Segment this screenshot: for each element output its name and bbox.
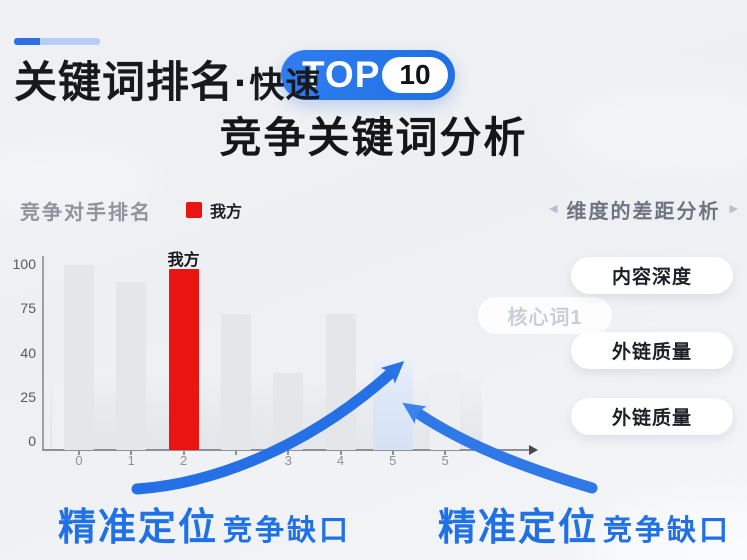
bar-competitor [325,313,356,450]
title-main-text: 关键词排名 [14,59,234,107]
bar-competitor [64,265,94,450]
chevron-left-icon[interactable]: ◀ [549,203,558,215]
background-glow [0,150,160,210]
x-axis-tick-label: 4 [336,453,345,468]
callout-right-rest: 竞争缺口 [603,515,732,547]
x-axis-arrow-icon [529,445,538,455]
x-axis-tick-label: 5 [389,453,397,468]
callout-left-strong: 精准定位 [58,507,219,549]
callout-right: 精准定位 竞争缺口 [438,496,731,551]
y-axis-tick-label: 40 [20,344,36,361]
dimension-analysis-title: 维度的差距分析 [566,201,721,223]
x-axis-tick-label: 0 [75,453,83,468]
callout-left-rest: 竞争缺口 [223,515,352,547]
bar-competitor [116,281,147,450]
bar-ours [168,268,199,450]
title-accent-bar [14,38,100,45]
x-axis-tick [496,450,499,455]
bar-competitor [273,372,304,450]
y-axis-tick-label: 0 [28,433,36,449]
chart-background-stripes [50,376,482,450]
page-subtitle: 竞争关键词分析 [219,114,528,161]
dimension-pill-label: 外链质量 [611,408,692,429]
callout-right-strong: 精准定位 [438,507,599,549]
x-axis-tick [78,450,80,455]
x-axis-tick [130,450,133,455]
dimension-pill-content-depth[interactable]: 内容深度 [571,257,733,294]
bar-value-label: 我方 [167,251,200,269]
bar-competitor [220,313,251,450]
x-axis-tick-label: 1 [127,453,135,468]
dimension-pill-label: 外链质量 [611,342,692,363]
bar-faint [430,372,461,450]
x-axis-tick [234,450,237,455]
core-keyword-watermark: 核心词1 [478,297,612,334]
title-separator: · [234,59,250,107]
chart-legend: 我方 [186,198,242,222]
bar-highlight [372,352,413,450]
callout-left: 精准定位 竞争缺口 [58,496,351,551]
chart-section-label: 竞争对手排名 [20,202,152,224]
dimension-pill-label: 内容深度 [611,267,692,288]
title-fast-text: 快速 [249,66,322,105]
dimension-pill-backlink-quality-1[interactable]: 外链质量 [571,332,733,369]
page-title: 关键词排名·快速 [14,48,321,110]
chevron-right-icon[interactable]: ▶ [729,203,738,215]
top-badge-number-pill: 10 [382,57,448,93]
legend-label-ours: 我方 [210,204,243,221]
top-badge-number: 10 [399,59,431,90]
x-axis-tick-label: 5 [441,453,449,468]
background-glow [560,90,747,170]
dimension-pill-backlink-quality-2[interactable]: 外链质量 [571,398,733,435]
legend-swatch-ours [186,202,202,218]
x-axis-tick-label: 3 [284,453,292,468]
top-badge-label: TOP [302,54,381,95]
top10-badge: TOP 10 [281,50,455,100]
y-axis [42,256,44,450]
core-keyword-watermark-label: 核心词1 [507,307,583,329]
y-axis-tick-label: 100 [12,256,36,272]
y-axis-tick-label: 75 [20,300,36,317]
x-axis-tick-label: 2 [179,453,188,468]
y-axis-tick-label: 25 [20,388,36,405]
dimension-analysis-header: ◀ 维度的差距分析 ▶ [540,195,747,224]
